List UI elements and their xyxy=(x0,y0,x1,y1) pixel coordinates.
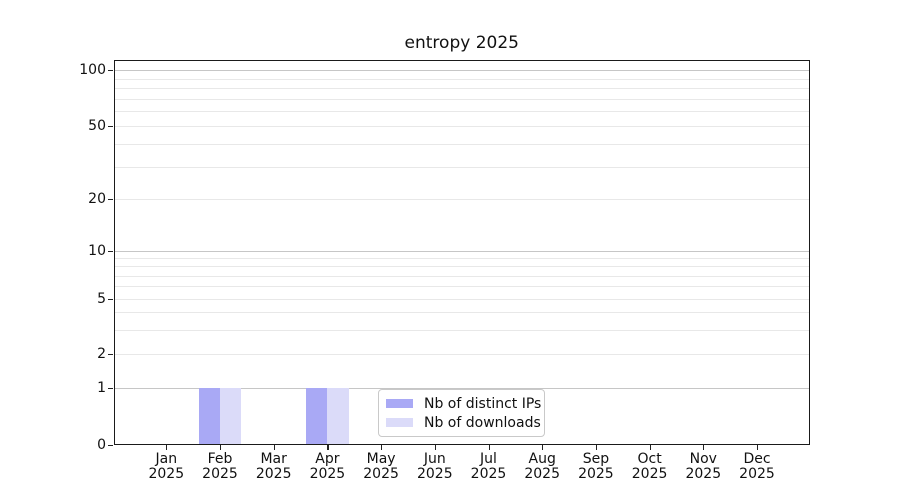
x-tick-label-oct: Oct 2025 xyxy=(631,450,668,482)
gridline-y-10 xyxy=(113,251,810,252)
x-tick-label-feb: Feb 2025 xyxy=(202,450,238,482)
x-tick-mark-mar xyxy=(273,444,275,450)
legend-label-downloads: Nb of downloads xyxy=(424,414,541,431)
gridline-y-2 xyxy=(113,354,810,355)
x-tick-mark-jun xyxy=(434,444,436,450)
y-tick-label-1: 1 xyxy=(97,380,106,396)
x-tick-mark-nov xyxy=(703,444,705,450)
x-tick-mark-oct xyxy=(649,444,651,450)
gridline-y-90 xyxy=(113,78,810,80)
y-tick-mark-100 xyxy=(108,70,113,72)
gridline-y-3 xyxy=(113,329,810,331)
legend: Nb of distinct IPs Nb of downloads xyxy=(378,389,545,437)
legend-label-distinct-ips: Nb of distinct IPs xyxy=(424,395,542,412)
gridline-y-6 xyxy=(113,286,810,288)
gridline-y-40 xyxy=(113,143,810,145)
x-tick-label-apr: Apr 2025 xyxy=(309,450,346,482)
gridline-y-70 xyxy=(113,98,810,100)
legend-swatch-distinct-ips xyxy=(386,398,413,409)
x-tick-mark-may xyxy=(381,444,383,450)
y-tick-label-2: 2 xyxy=(97,346,106,362)
gridline-y-4 xyxy=(113,312,810,314)
x-tick-label-jun: Jun 2025 xyxy=(416,450,453,482)
x-tick-label-jan: Jan 2025 xyxy=(148,450,185,482)
x-tick-mark-aug xyxy=(542,444,544,450)
x-tick-mark-jan xyxy=(166,444,168,450)
x-tick-label-mar: Mar 2025 xyxy=(255,450,292,482)
x-tick-mark-sep xyxy=(595,444,598,450)
y-tick-mark-1 xyxy=(108,388,113,390)
gridline-y-30 xyxy=(113,166,810,168)
x-tick-mark-jul xyxy=(488,444,490,450)
gridline-y-100 xyxy=(113,70,810,71)
bar-apr-distinct-ips xyxy=(306,388,328,445)
y-tick-label-50: 50 xyxy=(88,118,106,134)
x-tick-label-aug: Aug 2025 xyxy=(524,450,561,482)
x-tick-mark-apr xyxy=(327,444,329,450)
plot-area xyxy=(113,60,810,445)
x-tick-mark-dec xyxy=(757,444,759,450)
y-tick-label-10: 10 xyxy=(88,243,106,259)
gridline-y-8 xyxy=(113,266,810,268)
y-tick-mark-50 xyxy=(108,126,113,128)
y-tick-label-20: 20 xyxy=(88,191,106,207)
x-tick-mark-feb xyxy=(220,444,222,450)
y-tick-mark-2 xyxy=(108,354,113,356)
legend-entry-downloads: Nb of downloads xyxy=(386,415,544,431)
gridline-y-7 xyxy=(113,275,810,277)
y-tick-mark-5 xyxy=(108,299,113,301)
x-tick-label-nov: Nov 2025 xyxy=(685,450,722,482)
x-tick-label-dec: Dec 2025 xyxy=(739,450,775,482)
legend-entry-distinct-ips: Nb of distinct IPs xyxy=(386,396,544,412)
y-tick-mark-10 xyxy=(108,251,113,253)
y-tick-label-5: 5 xyxy=(97,291,106,307)
gridline-y-1 xyxy=(113,388,810,389)
gridline-y-60 xyxy=(113,111,810,113)
x-tick-label-may: May 2025 xyxy=(363,450,399,482)
legend-swatch-downloads xyxy=(386,417,413,428)
y-tick-mark-0 xyxy=(108,444,113,446)
gridline-y-5 xyxy=(113,299,810,300)
chart-title: entropy 2025 xyxy=(404,33,519,53)
gridline-y-80 xyxy=(113,88,810,90)
bar-feb-distinct-ips xyxy=(198,388,220,445)
gridline-y-9 xyxy=(113,258,810,260)
x-tick-label-sep: Sep 2025 xyxy=(578,450,614,482)
y-tick-label-100: 100 xyxy=(79,62,106,78)
bar-apr-downloads xyxy=(327,388,349,445)
gridline-y-20 xyxy=(113,199,810,200)
y-tick-mark-20 xyxy=(108,199,113,201)
x-tick-label-jul: Jul 2025 xyxy=(470,450,507,482)
y-tick-label-0: 0 xyxy=(97,436,106,453)
gridline-y-50 xyxy=(113,126,810,127)
bar-feb-downloads xyxy=(220,388,242,445)
